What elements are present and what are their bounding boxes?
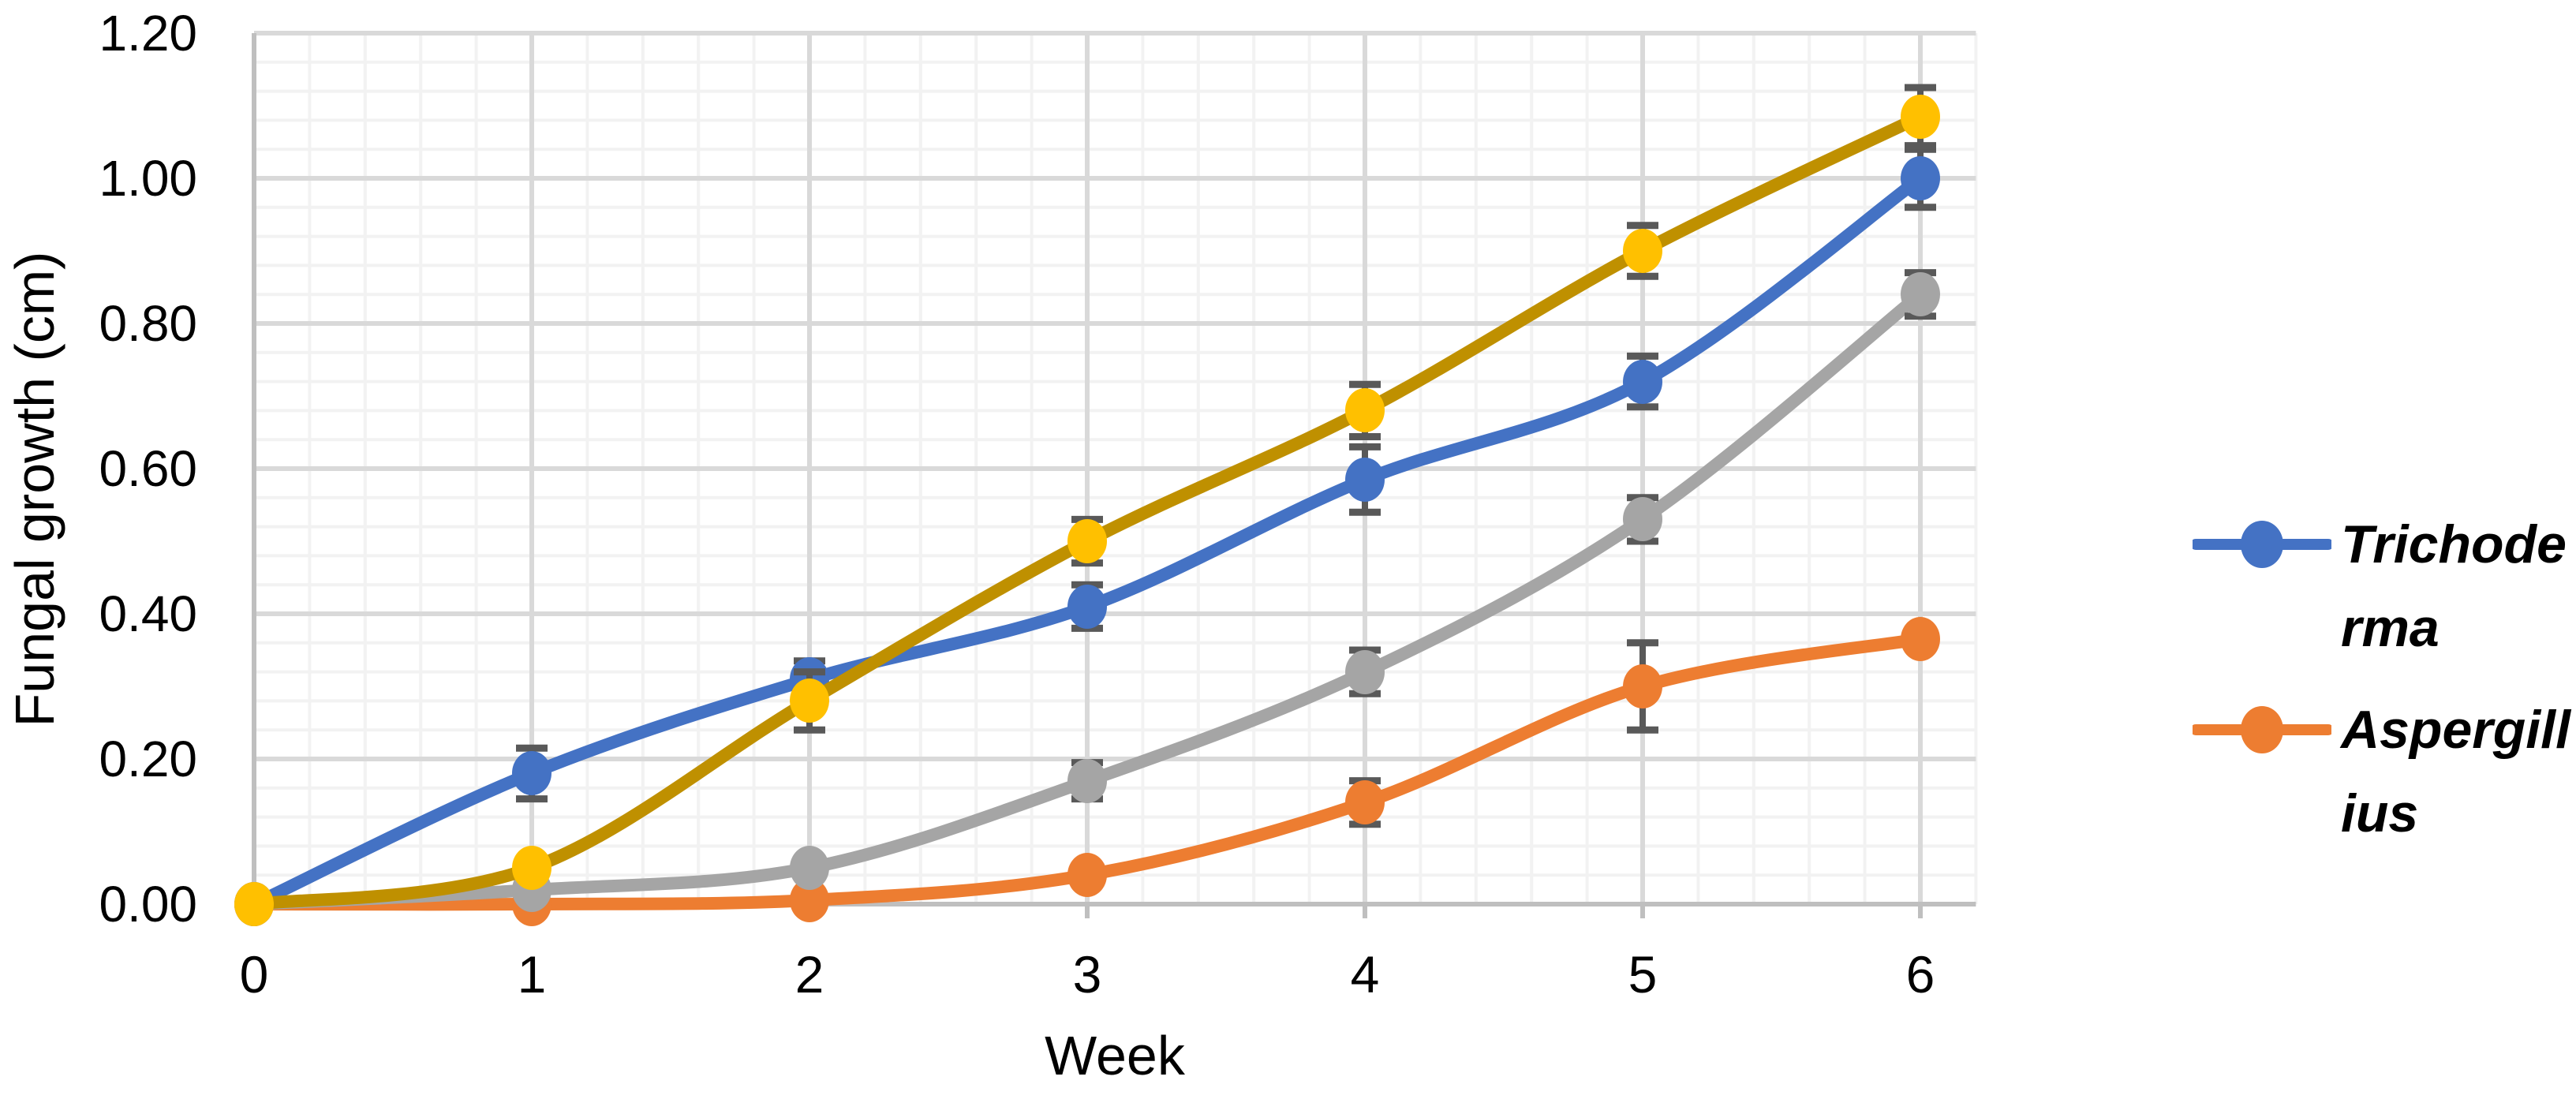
- data-point-marker: [234, 882, 274, 926]
- x-axis-tick-label: 6: [1905, 945, 1935, 1004]
- y-axis-tick-label: 0.20: [99, 731, 197, 787]
- data-point-marker: [790, 878, 829, 922]
- y-axis-tick-label: 0.40: [99, 585, 197, 642]
- x-axis-tick-label: 4: [1350, 945, 1380, 1004]
- y-axis-tick-label: 0.00: [99, 876, 197, 933]
- series-unlabeled-gray-series: [234, 269, 1940, 926]
- data-point-marker: [1623, 497, 1662, 541]
- data-point-marker: [1345, 388, 1385, 432]
- data-point-marker: [1345, 458, 1385, 502]
- x-axis-tick-label: 1: [517, 945, 547, 1004]
- x-axis-tick-label: 5: [1628, 945, 1658, 1004]
- data-point-marker: [1067, 585, 1107, 629]
- legend-marker-aspergillius: [2193, 706, 2331, 753]
- data-point-marker: [1623, 664, 1662, 708]
- data-point-marker: [790, 846, 829, 890]
- data-point-marker: [1901, 272, 1940, 316]
- data-point-marker: [1901, 95, 1940, 139]
- data-point-marker: [1345, 780, 1385, 824]
- data-point-marker: [1901, 156, 1940, 200]
- x-axis-tick-label: 0: [239, 945, 269, 1004]
- x-axis-title-text: Week: [1045, 1025, 1185, 1086]
- data-point-marker: [1067, 853, 1107, 897]
- x-axis-tick-label: 3: [1072, 945, 1102, 1004]
- data-point-marker: [1623, 360, 1662, 404]
- y-axis-tick-label: 0.60: [99, 440, 197, 497]
- series-unlabeled-gold-series: [234, 84, 1940, 926]
- data-point-marker: [512, 751, 551, 795]
- legend-label-trichoderma: Trichode rma: [2341, 514, 2567, 658]
- data-point-marker: [1901, 617, 1940, 661]
- x-axis-tick-label: 2: [794, 945, 824, 1004]
- data-point-marker: [512, 846, 551, 890]
- legend-label-aspergillius: Aspergill ius: [2341, 700, 2570, 843]
- data-point-marker: [1067, 519, 1107, 563]
- y-axis-tick-label: 0.80: [99, 295, 197, 352]
- data-point-marker: [1345, 650, 1385, 694]
- y-axis-tick-label: 1.00: [99, 150, 197, 207]
- legend-marker-trichoderma: [2193, 521, 2331, 568]
- data-point-marker: [1067, 759, 1107, 803]
- data-point-marker: [1623, 229, 1662, 273]
- data-point-marker: [790, 678, 829, 723]
- y-axis-tick-label: 1.20: [99, 5, 197, 62]
